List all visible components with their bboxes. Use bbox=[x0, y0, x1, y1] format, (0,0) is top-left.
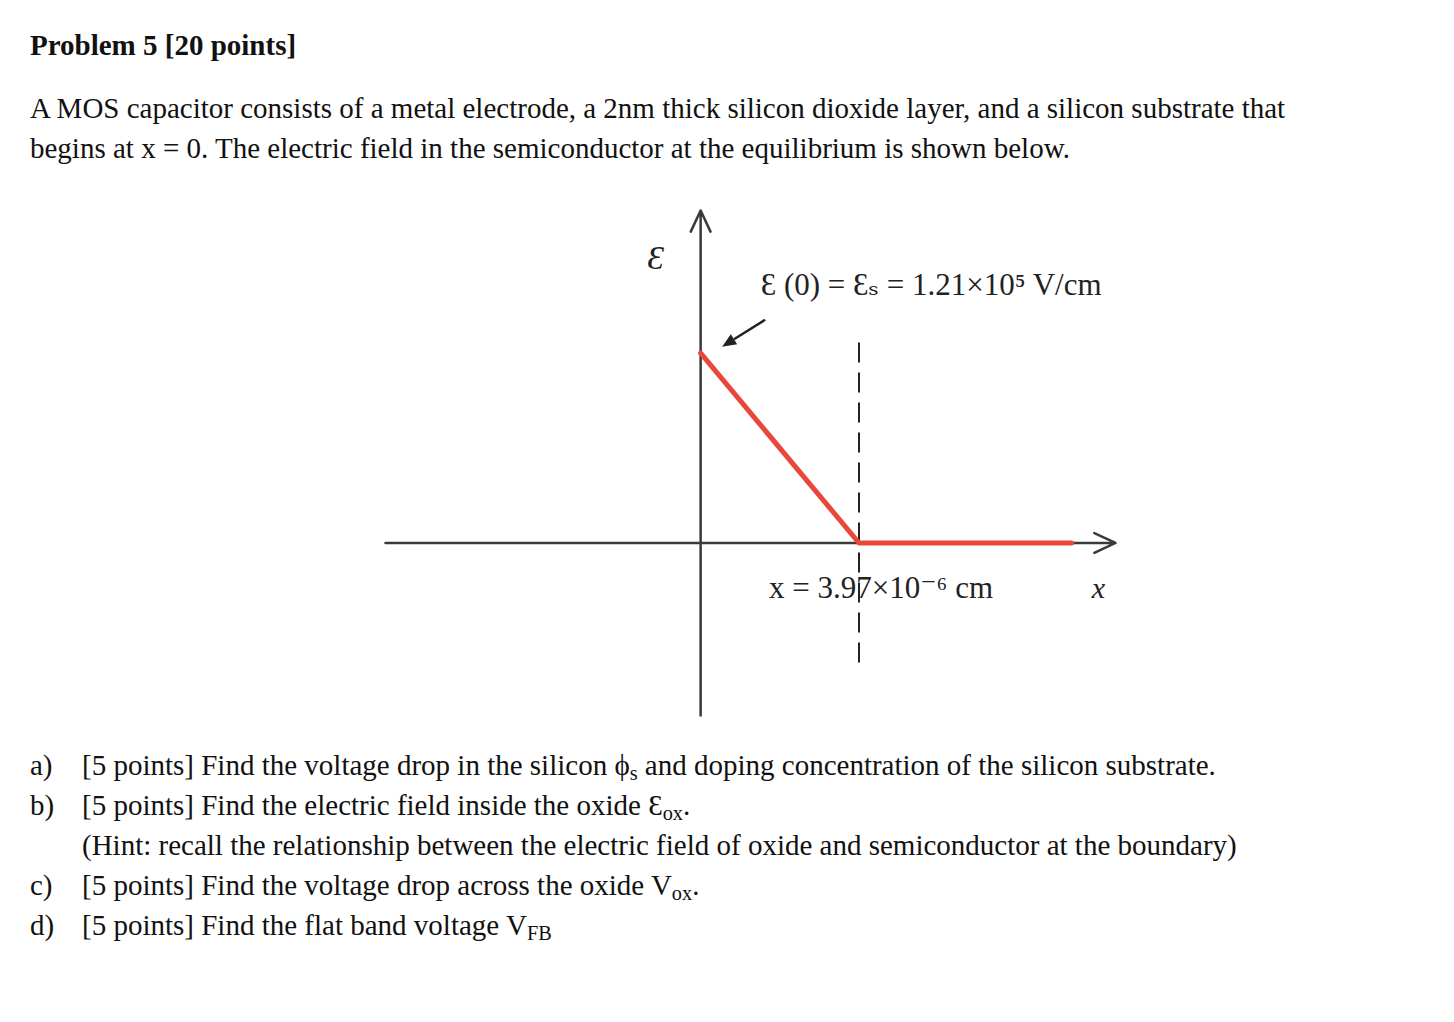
html-text:[5 points] Find the electric f: [5 points] Find the electric field insid… bbox=[82, 789, 691, 825]
html-text:(Hint: recall the relationship: (Hint: recall the relationship between t… bbox=[82, 829, 1237, 861]
html-text:c): c) bbox=[30, 869, 53, 901]
svg-text:Ɛ (0) = Ɛₛ = 1.21×10⁵ V/cm: Ɛ (0) = Ɛₛ = 1.21×10⁵ V/cm bbox=[761, 267, 1102, 302]
svg-text:x: x bbox=[1091, 571, 1106, 604]
html-text:[5 points] Find the voltage dr: [5 points] Find the voltage drop in the … bbox=[82, 749, 1216, 785]
html-text:begins at x = 0. The electric: begins at x = 0. The electric field in t… bbox=[30, 132, 1070, 164]
html-text:[5 points] Find the voltage dr: [5 points] Find the voltage drop across … bbox=[82, 869, 700, 905]
html-text:a): a) bbox=[30, 749, 53, 781]
html-text:[5 points] Find the flat band: [5 points] Find the flat band voltage VF… bbox=[82, 909, 552, 945]
html-text:b): b) bbox=[30, 789, 55, 821]
svg-text:x = 3.97×10⁻⁶ cm: x = 3.97×10⁻⁶ cm bbox=[769, 570, 993, 605]
html-text:A MOS capacitor consists of a: A MOS capacitor consists of a metal elec… bbox=[30, 92, 1286, 124]
svg-text:Ɛ: Ɛ bbox=[647, 239, 664, 276]
html-text:d): d) bbox=[30, 909, 55, 941]
html-text:Problem 5 [20 points]: Problem 5 [20 points] bbox=[30, 29, 297, 61]
